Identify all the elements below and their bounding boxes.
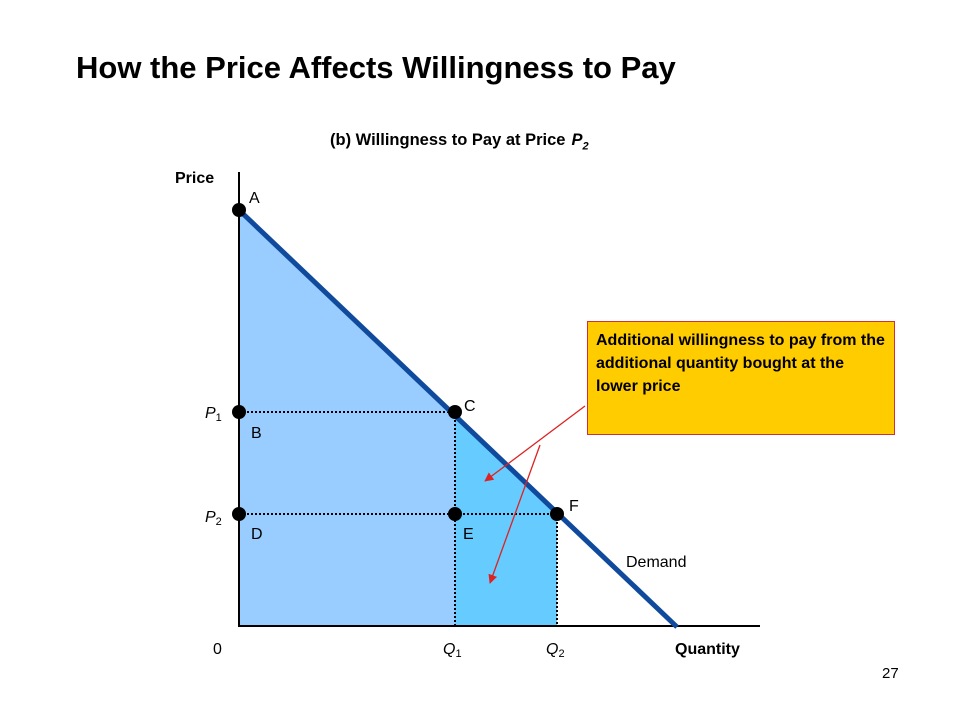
- point-e: [448, 507, 462, 521]
- x-axis-label: Quantity: [675, 641, 740, 658]
- callout-box: Additional willingness to pay from the a…: [587, 321, 895, 435]
- surplus-area: [239, 210, 455, 625]
- point-c-label: C: [464, 398, 476, 415]
- y-axis-label: Price: [175, 170, 215, 187]
- origin-label: 0: [213, 641, 222, 658]
- point-b: [232, 405, 246, 419]
- panel-title-text: (b) Willingness to Pay at Price: [330, 131, 566, 149]
- panel-title-price-symbol: P2: [571, 131, 589, 153]
- panel-title: (b) Willingness to Pay at Price P2: [330, 131, 589, 152]
- q1-label: Q1: [443, 641, 462, 660]
- point-c: [448, 405, 462, 419]
- page-number: 27: [882, 665, 899, 682]
- point-a-label: A: [249, 190, 260, 207]
- callout-arrow-lower: [488, 444, 541, 584]
- slide-title: How the Price Affects Willingness to Pay: [76, 50, 676, 85]
- point-b-label: B: [251, 425, 262, 442]
- point-f-label: F: [569, 498, 579, 515]
- p2-label: P2: [205, 509, 222, 528]
- p1-label: P1: [205, 405, 222, 424]
- demand-curve: [237, 208, 679, 629]
- point-d: [232, 507, 246, 521]
- callout-arrow-upper: [484, 405, 586, 482]
- additional-area: [455, 412, 557, 625]
- point-d-label: D: [251, 526, 263, 543]
- point-f: [550, 507, 564, 521]
- demand-label: Demand: [626, 554, 687, 571]
- point-e-label: E: [463, 526, 474, 543]
- point-a: [232, 203, 246, 217]
- q2-label: Q2: [546, 641, 565, 660]
